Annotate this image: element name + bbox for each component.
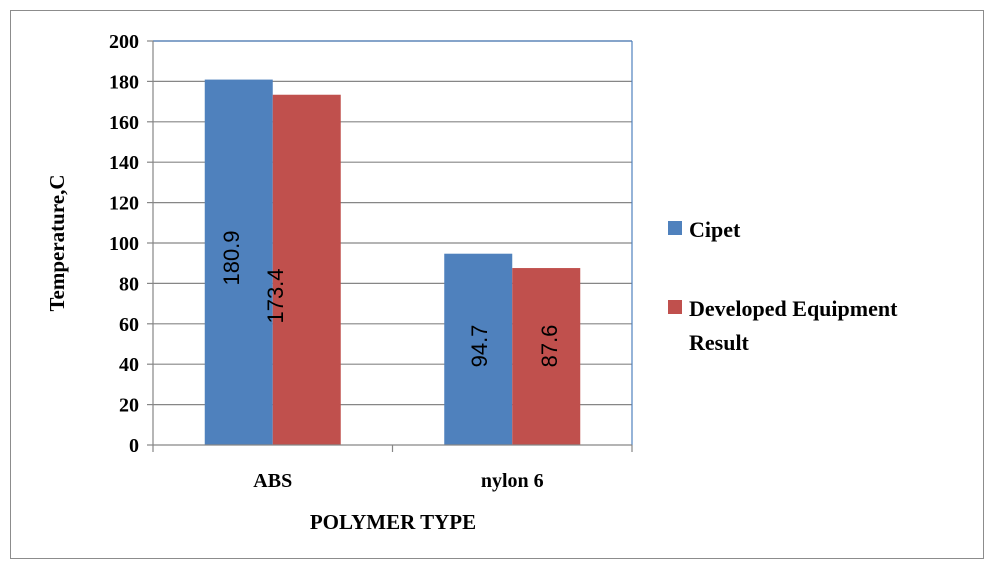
- y-tick-label-100: 100: [109, 233, 139, 255]
- y-tick-label-160: 160: [109, 112, 139, 134]
- y-tick-label-0: 0: [129, 435, 139, 457]
- bar-1-0: [272, 94, 341, 446]
- data-label-1-1: 87.6: [537, 325, 562, 368]
- bars: [204, 79, 581, 446]
- data-label-0-0: 180.9: [219, 230, 244, 285]
- bar-0-1: [444, 253, 513, 445]
- x-category-labels: ABS nylon 6: [253, 470, 543, 492]
- bar-1-1: [512, 268, 581, 445]
- y-tick-label-120: 120: [109, 193, 139, 215]
- legend-swatch-0: [668, 221, 682, 235]
- x-category-label-1: nylon 6: [481, 470, 544, 492]
- y-tick-label-40: 40: [119, 354, 139, 376]
- y-tick-label-80: 80: [119, 273, 139, 295]
- y-tick-label-20: 20: [119, 395, 139, 417]
- data-label-0-1: 94.7: [467, 325, 492, 368]
- legend-label-1-0: Developed Equipment: [689, 296, 898, 321]
- legend-label-1-1: Result: [689, 330, 750, 355]
- x-axis-title: POLYMER TYPE: [310, 510, 476, 534]
- axes: [147, 40, 633, 452]
- x-category-label-0: ABS: [253, 470, 292, 492]
- y-axis-title: Temperature,C: [45, 174, 69, 311]
- data-label-1-0: 173.4: [263, 268, 288, 323]
- y-tick-label-140: 140: [109, 152, 139, 174]
- legend-label-0-0: Cipet: [689, 217, 741, 242]
- y-tick-label-180: 180: [109, 71, 139, 93]
- bar-0-0: [204, 79, 273, 445]
- y-tick-labels: 0 20 40 60 80 100 120 140 160 180 200: [109, 31, 139, 457]
- data-labels: 180.9 94.7 173.4 87.6: [219, 230, 562, 367]
- legend-swatch-1: [668, 300, 682, 314]
- y-tick-label-200: 200: [109, 31, 139, 53]
- y-tick-label-60: 60: [119, 314, 139, 336]
- legend: Cipet Developed Equipment Result: [668, 217, 898, 355]
